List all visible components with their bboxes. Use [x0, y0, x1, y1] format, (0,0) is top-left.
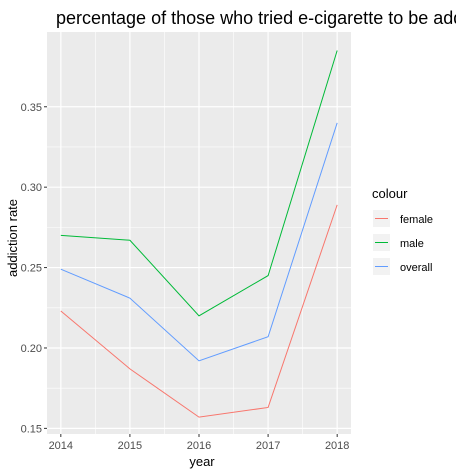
y-tick-label: 0.25: [21, 263, 42, 275]
legend: colour female male overall: [372, 186, 433, 275]
series-lines: [60, 50, 338, 418]
y-axis-title: addiction rate: [5, 199, 20, 277]
axes: 2014 2015 2016 2017 2018 0.15 0.20 0.25 0.30 0.35: [21, 102, 350, 452]
x-tick-label: 2016: [187, 440, 211, 452]
y-tick-label: 0.30: [21, 182, 42, 194]
legend-label-female: female: [400, 214, 433, 226]
x-tick-label: 2014: [49, 440, 73, 452]
series-line-male: [60, 50, 338, 317]
series-line-overall: [60, 122, 338, 362]
x-axis-title: year: [189, 454, 215, 469]
y-tick-label: 0.20: [21, 343, 42, 355]
chart-title: percentage of those who tried e-cigarett…: [56, 8, 456, 28]
legend-title: colour: [372, 186, 408, 201]
grid-lines: [47, 32, 351, 434]
series-line-female: [60, 204, 338, 418]
x-tick-label: 2018: [325, 440, 349, 452]
y-tick-label: 0.15: [21, 423, 42, 435]
legend-label-male: male: [400, 238, 424, 250]
legend-items: female male overall: [373, 210, 433, 275]
y-tick-label: 0.35: [21, 102, 42, 114]
x-tick-label: 2015: [118, 440, 142, 452]
legend-label-overall: overall: [400, 262, 432, 274]
x-tick-label: 2017: [256, 440, 280, 452]
